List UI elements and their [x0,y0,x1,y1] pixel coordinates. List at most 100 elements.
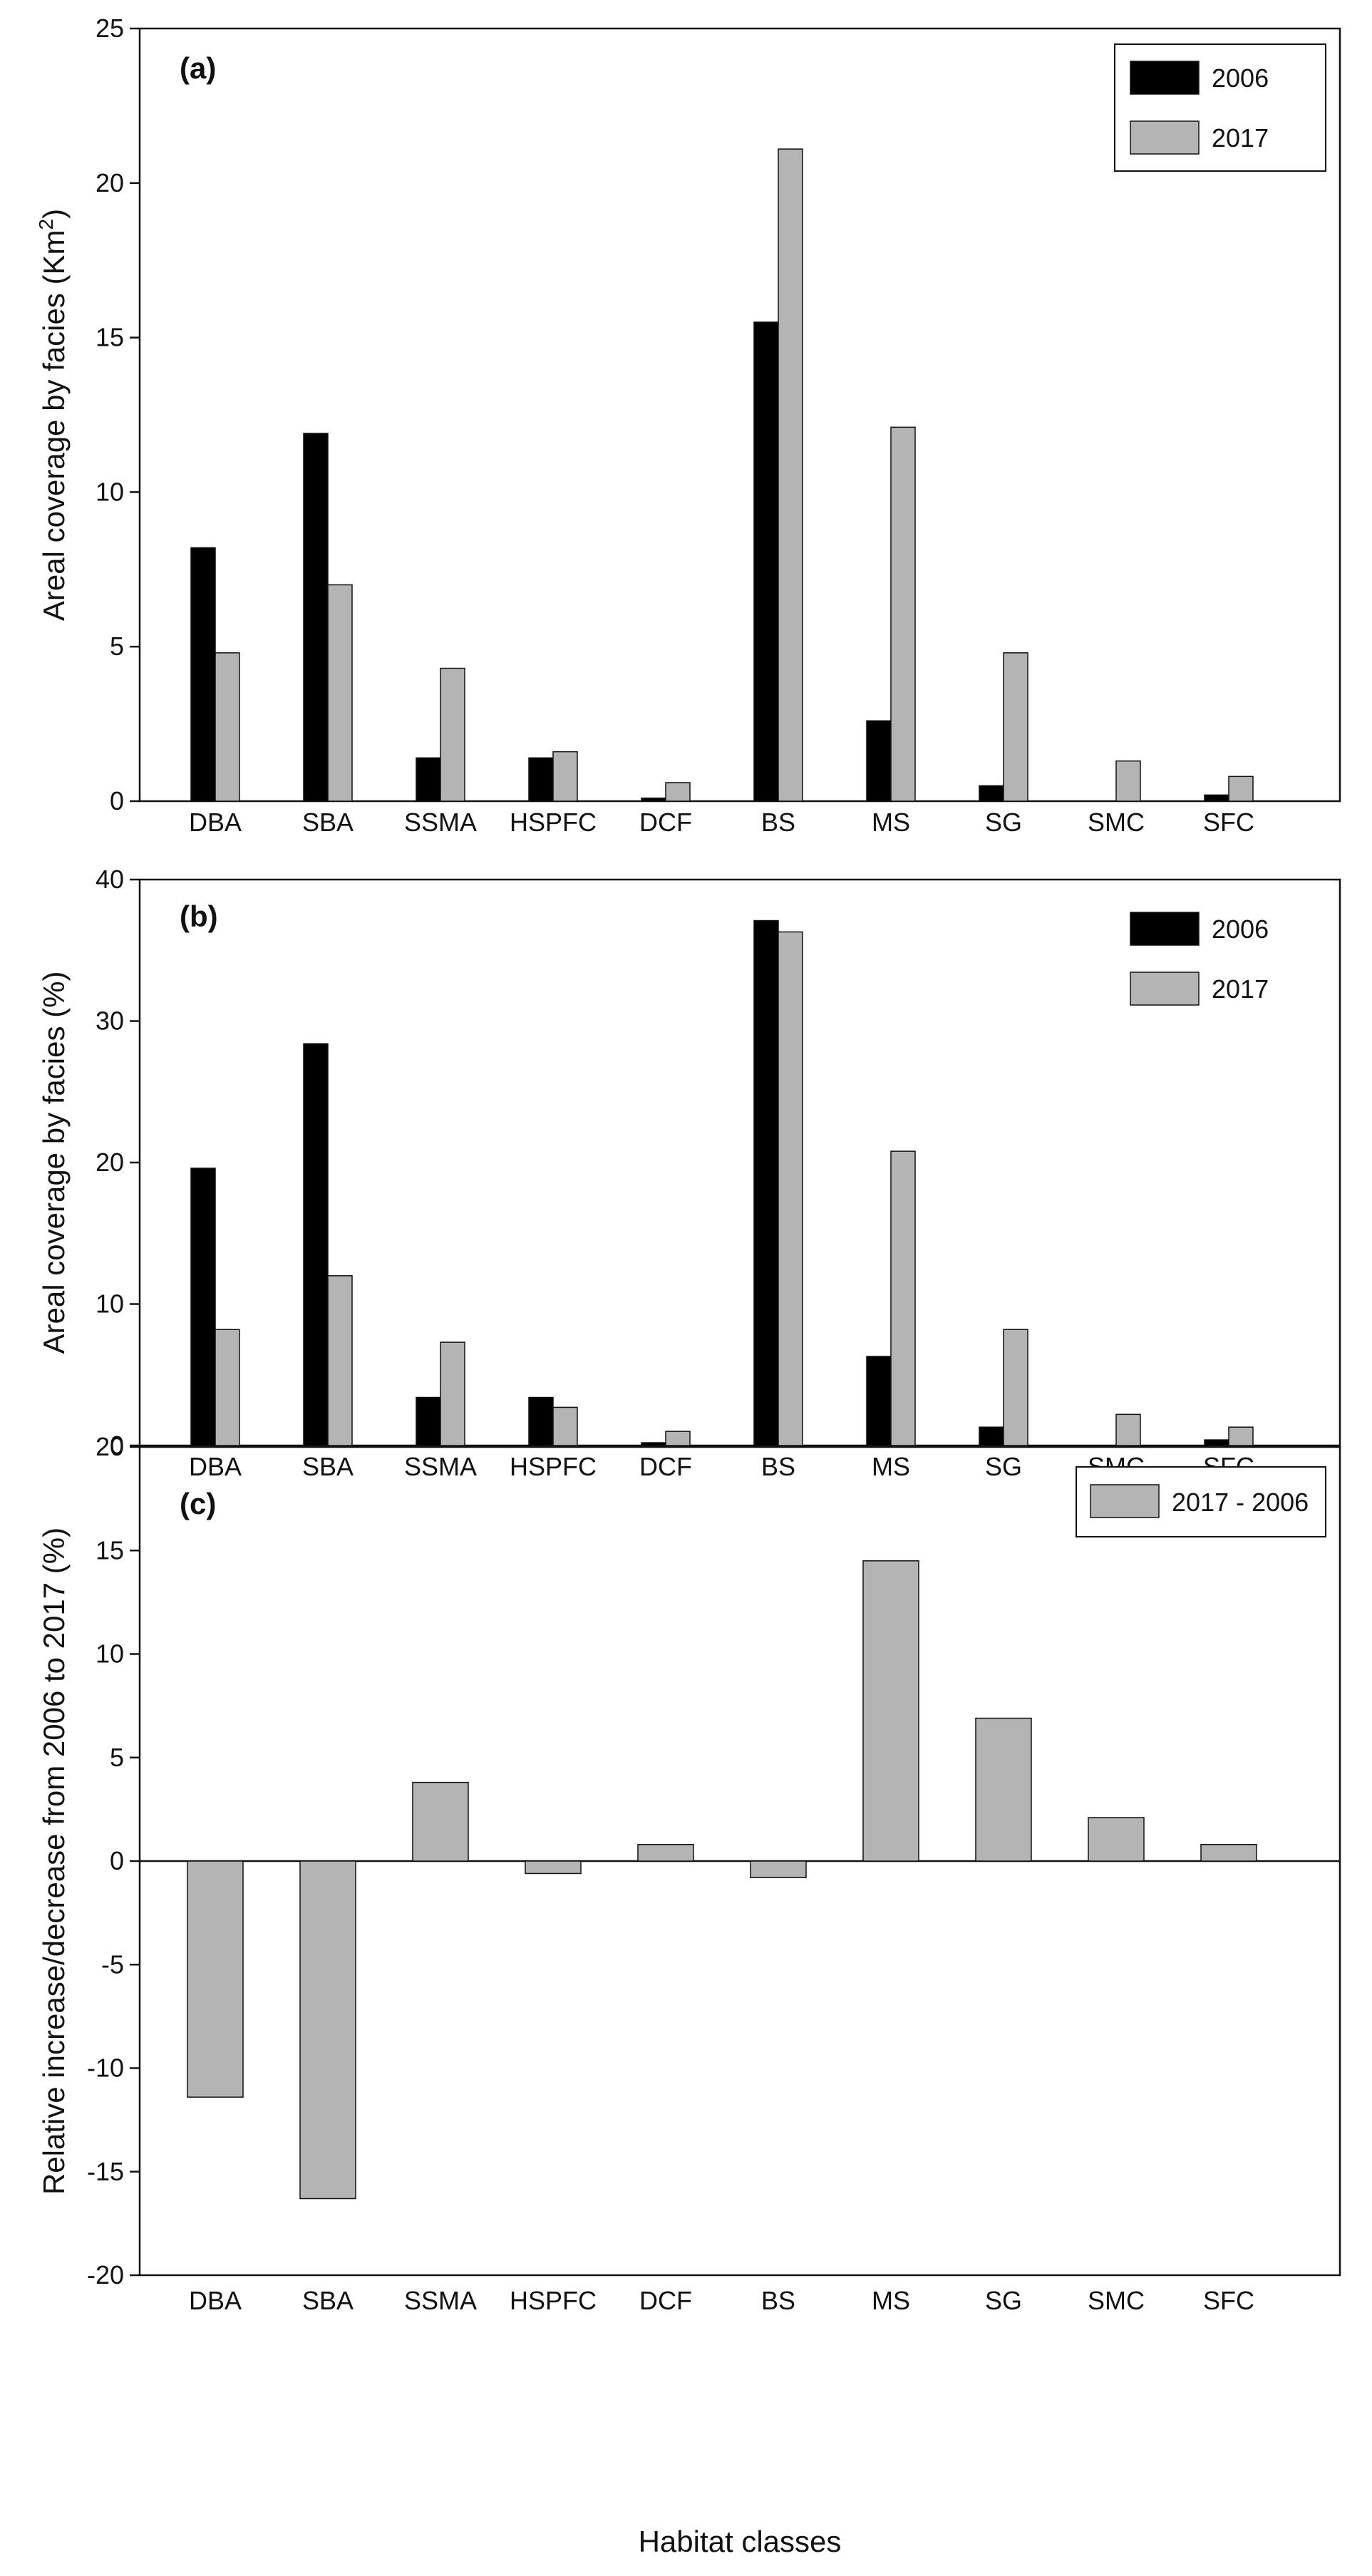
legend-swatch-2006 [1130,912,1200,946]
bar-ms-2017 [890,1150,916,1446]
legend-swatch-2017 [1130,972,1200,1006]
bar-hspfc-2006 [528,757,554,802]
x-tick-label-sg: SG [985,2286,1022,2315]
bar-sba-2017 [327,584,353,802]
y-tick-label: 10 [96,477,124,506]
bar-dcf-2017 [665,1431,691,1446]
x-tick-label-dcf: DCF [639,808,692,837]
bar-dba-2017 [215,1329,240,1446]
x-tick-label-sba: SBA [302,1452,354,1481]
bar-smc-2017 [1115,1413,1141,1446]
bar-ssma-2017-2006 [412,1781,469,1862]
bar-dcf-2006 [641,797,666,802]
panel-label: (c) [180,1487,216,1520]
y-tick-label: 20 [96,1148,124,1177]
bar-bs-2017 [778,148,803,802]
y-tick-label: 15 [96,323,124,352]
bar-dba-2006 [190,1168,216,1446]
bar-ssma-2017 [440,667,465,802]
x-tick-label-ms: MS [872,808,910,837]
y-tick-label: 5 [110,632,124,661]
y-tick-label: 10 [96,1289,124,1319]
x-tick-label-sfc: SFC [1203,2286,1254,2315]
bars [190,919,1254,1446]
bar-dcf-2006 [641,1442,666,1446]
legend-label-2006: 2006 [1212,915,1269,944]
bars [140,1560,1340,2200]
panel-b: (b) Areal coverage by facies (%) 0 10 20 30… [37,865,1341,1481]
legend: 2006 2017 [1115,900,1326,1021]
x-tick-label-hspfc: HSPFC [510,808,597,837]
y-tick-label: 30 [96,1006,124,1036]
bar-smc-2017-2006 [1088,1817,1145,1862]
x-tick-label-sba: SBA [302,2286,354,2315]
y-axis: 0 10 20 30 40 [96,865,140,1460]
bar-dba-2017 [215,652,240,802]
y-tick-label: 15 [96,1535,124,1565]
legend: 2017 - 2006 [1076,1466,1326,1537]
bar-sba-2006 [303,433,329,802]
x-tick-label-ms: MS [872,2286,910,2315]
x-tick-label-sba: SBA [302,808,354,837]
y-axis: -20 -15 -10 -5 0 5 10 15 20 [87,1432,140,2289]
bar-sfc-2017-2006 [1200,1844,1257,1862]
bar-hspfc-2006 [528,1396,554,1446]
y-tick-label: 0 [110,786,124,815]
x-tick-label-ms: MS [872,1452,910,1481]
bar-ms-2017 [890,426,916,802]
x-tick-label-ssma: SSMA [404,808,477,837]
y-tick-label: 0 [110,1846,124,1875]
bar-ms-2017-2006 [862,1560,919,1862]
y-tick-label: -20 [87,2260,124,2289]
bar-hspfc-2017 [552,751,578,802]
y-axis-title: Areal coverage by facies (Km2) [35,209,71,621]
bar-sba-2017-2006 [299,1860,356,2200]
bar-sfc-2006 [1204,1439,1229,1446]
y-tick-label: 5 [110,1743,124,1772]
bar-sba-2006 [303,1043,329,1446]
bar-dba-2017-2006 [187,1860,244,2098]
plot-frame [138,27,1341,803]
bar-sg-2006 [979,1426,1004,1446]
x-axis-title: Habitat classes [639,2525,842,2558]
y-axis-title: Areal coverage by facies (%) [37,972,71,1354]
bar-ssma-2006 [416,1396,441,1446]
legend-label-2017: 2017 [1212,974,1269,1004]
x-tick-label-sg: SG [985,808,1022,837]
bar-bs-2017 [778,931,803,1446]
bar-ms-2006 [866,1356,892,1446]
x-tick-label-smc: SMC [1088,2286,1145,2315]
y-tick-label: 10 [96,1639,124,1669]
legend-swatch-2006 [1130,61,1200,95]
legend: 2006 2017 [1114,43,1326,172]
bar-hspfc-2017 [552,1406,578,1446]
bar-sfc-2017 [1228,1426,1254,1446]
legend-label-2017: 2017 [1212,123,1269,153]
legend-swatch-2017 [1130,120,1200,155]
bar-sg-2017 [1003,1329,1028,1446]
bar-hspfc-2017-2006 [525,1860,582,1875]
x-tick-label-hspfc: HSPFC [510,2286,597,2315]
x-tick-label-sfc: SFC [1203,808,1254,837]
x-tick-label-sg: SG [985,1452,1022,1481]
y-tick-label: 0 [110,1431,124,1460]
panel-a: (a) Areal coverage by facies (Km2) 0 5 10 1… [35,14,1341,837]
x-tick-label-dcf: DCF [639,1452,692,1481]
bar-ssma-2006 [416,757,441,802]
bar-dcf-2017-2006 [637,1844,694,1862]
panel-label: (a) [180,51,216,85]
bar-sg-2017 [1003,652,1028,802]
y-tick-label: 20 [96,168,124,197]
panel-label: (b) [180,900,218,933]
bar-dcf-2017 [665,782,691,802]
bar-sg-2017-2006 [975,1717,1032,1862]
x-tick-label-bs: BS [761,1452,795,1481]
x-tick-label-dba: DBA [189,808,242,837]
bar-dba-2006 [190,547,216,802]
y-tick-label: 20 [96,1432,124,1461]
x-tick-label-dba: DBA [189,2286,242,2315]
